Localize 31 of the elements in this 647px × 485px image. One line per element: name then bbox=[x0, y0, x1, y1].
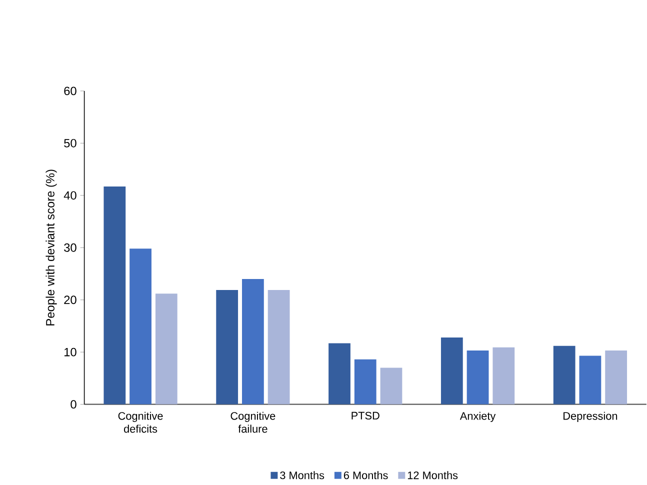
x-tick-label: PTSD bbox=[352, 412, 380, 420]
y-tick-label: 20 bbox=[64, 296, 76, 304]
legend-label: 12 Months bbox=[408, 471, 458, 480]
y-tick-label: 60 bbox=[64, 86, 76, 96]
x-tick-label: Cognitive failure bbox=[230, 412, 276, 433]
y-tick-label: 10 bbox=[64, 348, 76, 357]
bar bbox=[268, 290, 290, 405]
y-tick-label: 0 bbox=[70, 400, 76, 409]
bar bbox=[579, 356, 602, 405]
bar bbox=[553, 346, 576, 405]
legend-label: 6 Months bbox=[344, 471, 388, 480]
y-tick-label: 40 bbox=[64, 191, 76, 200]
bar bbox=[242, 279, 264, 405]
x-tick-label: Cognitive deficits bbox=[118, 412, 163, 433]
bar bbox=[380, 368, 402, 405]
bar bbox=[216, 290, 238, 405]
bar bbox=[440, 338, 463, 405]
y-axis-title: People with deviant score (%) bbox=[46, 170, 57, 326]
bar bbox=[354, 360, 376, 405]
x-tick-label: Depression bbox=[564, 412, 618, 422]
legend-label: 3 Months bbox=[280, 471, 324, 480]
y-tick-label: 30 bbox=[64, 244, 76, 252]
bar bbox=[466, 350, 489, 405]
bar bbox=[328, 343, 350, 405]
bar bbox=[104, 186, 126, 405]
x-tick-label: Anxiety bbox=[460, 412, 496, 422]
bar bbox=[492, 348, 515, 405]
bar bbox=[130, 248, 152, 405]
y-tick-label: 50 bbox=[64, 139, 76, 148]
bar bbox=[155, 294, 178, 405]
bar bbox=[605, 350, 628, 405]
